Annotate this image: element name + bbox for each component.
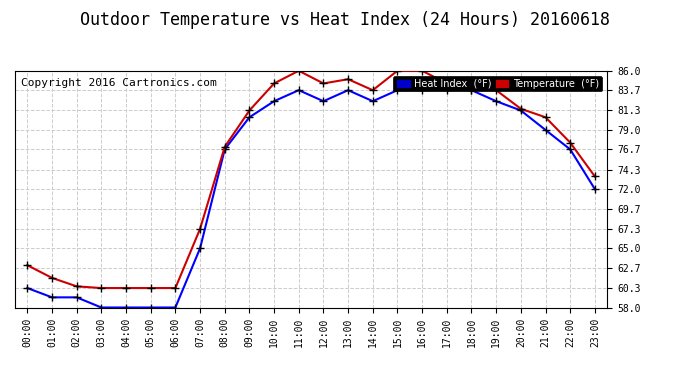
Legend: Heat Index  (°F), Temperature  (°F): Heat Index (°F), Temperature (°F) bbox=[393, 76, 602, 92]
Text: Copyright 2016 Cartronics.com: Copyright 2016 Cartronics.com bbox=[21, 78, 217, 88]
Text: Outdoor Temperature vs Heat Index (24 Hours) 20160618: Outdoor Temperature vs Heat Index (24 Ho… bbox=[80, 11, 610, 29]
